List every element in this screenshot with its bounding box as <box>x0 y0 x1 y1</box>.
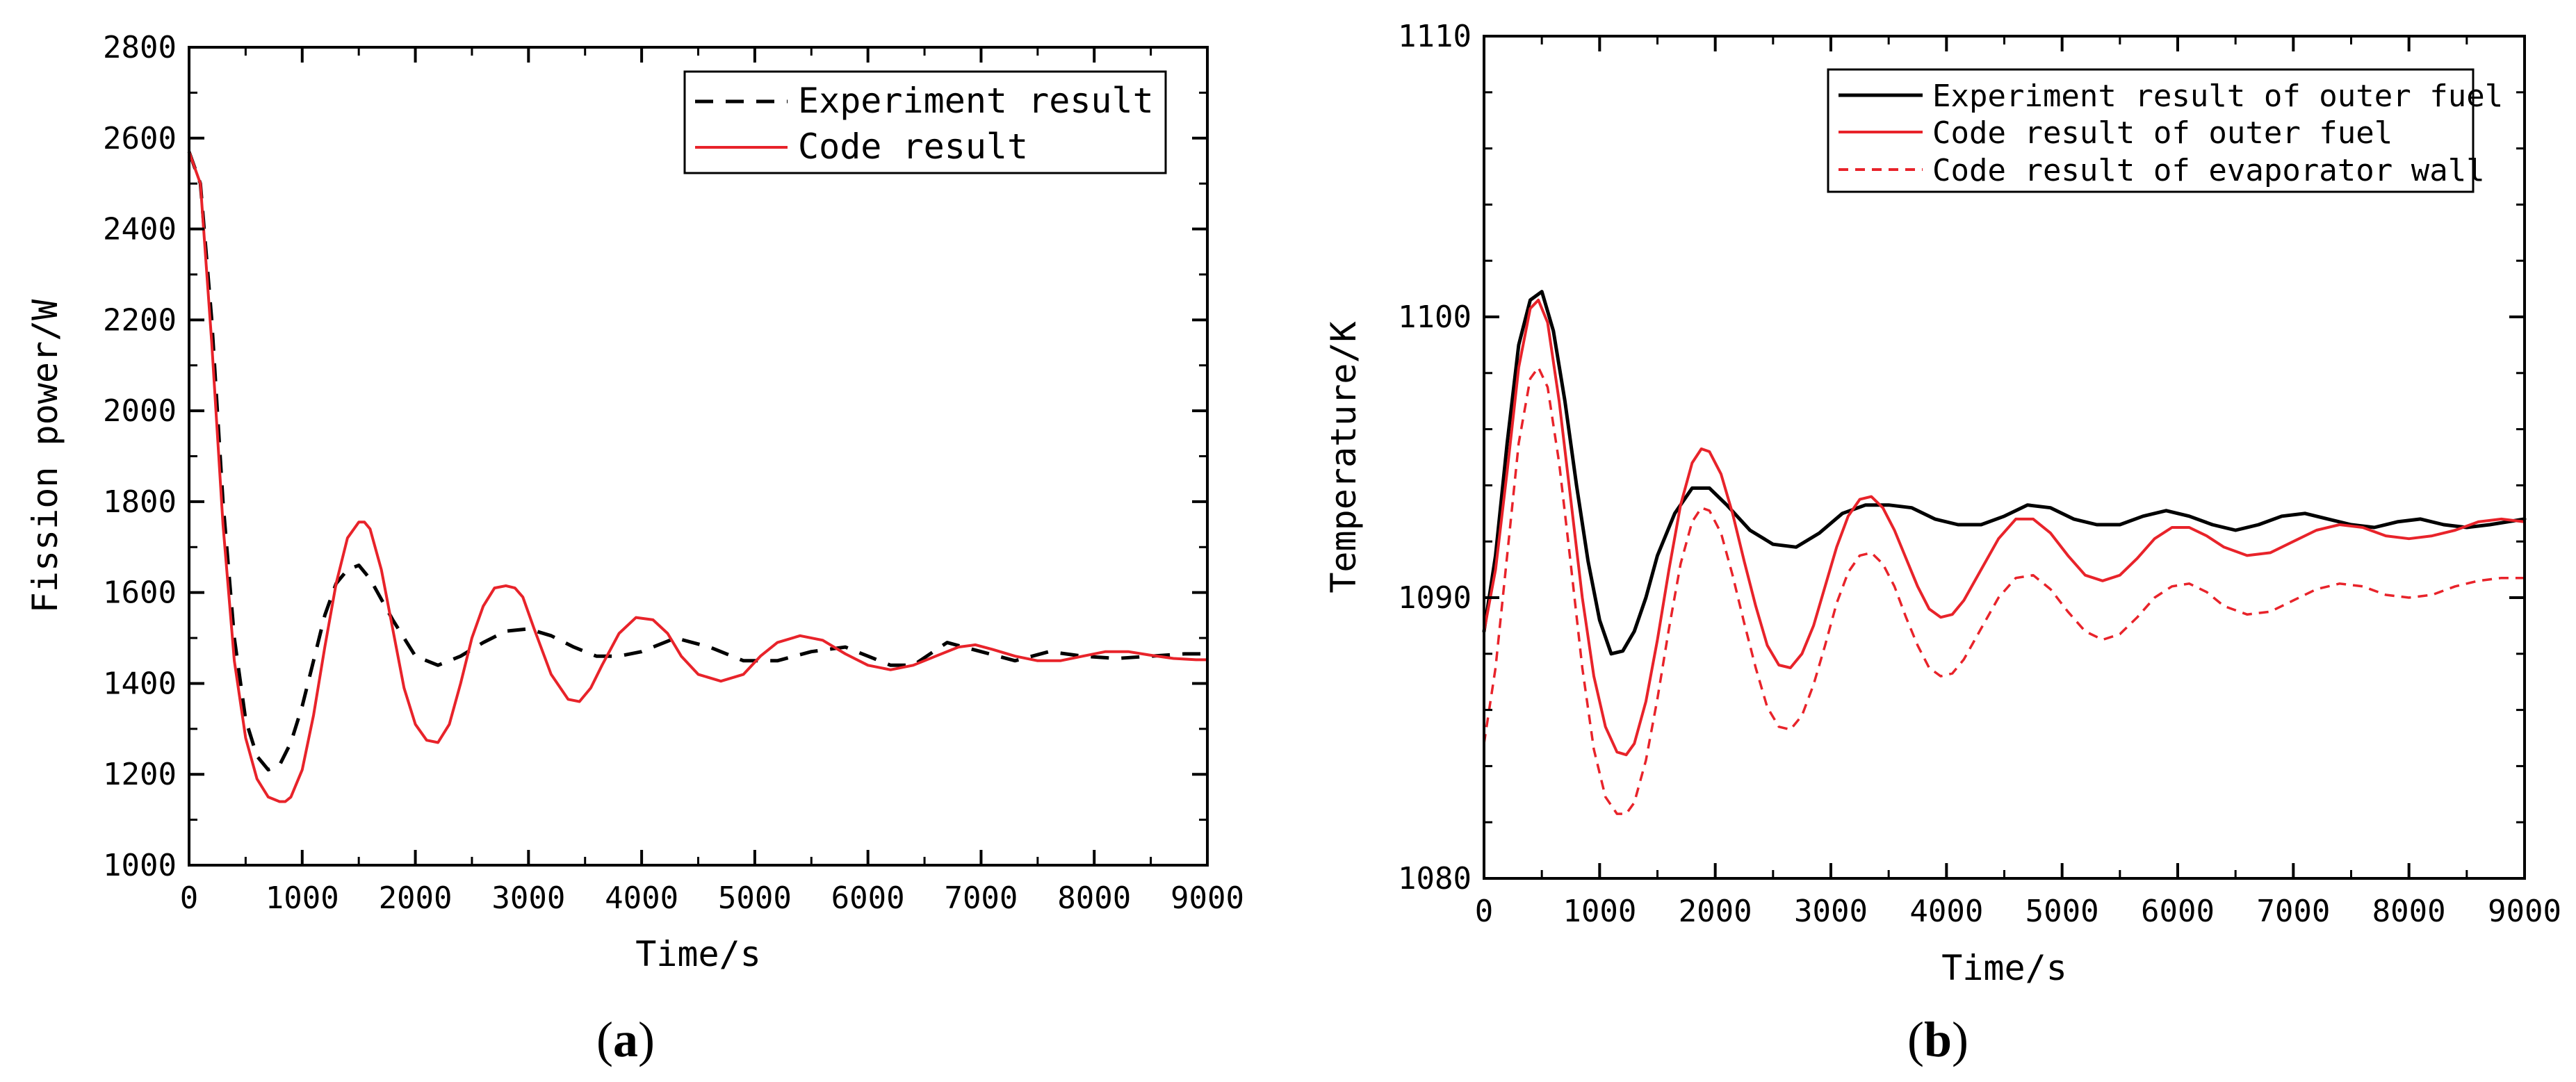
panel-label-a-letter: a <box>613 1012 638 1067</box>
x-tick-label-b: 7000 <box>2256 894 2330 929</box>
y-tick-label-b: 1080 <box>1398 861 1472 896</box>
panel-label-b-letter: b <box>1924 1012 1952 1067</box>
series-line-b-code-result-of-evaporator-wall <box>1483 366 2525 815</box>
y-axis-title-a: Fission power/W <box>25 299 65 613</box>
legend-label-code-evaporator-wall: Code result of evaporator wall <box>1932 153 2485 188</box>
x-tick-label-a: 7000 <box>944 880 1018 916</box>
y-tick-label-a: 2000 <box>103 393 177 429</box>
legend-a: Experiment result Code result <box>683 70 1167 174</box>
panel-label-a-close: ) <box>638 1012 655 1067</box>
legend-b: Experiment result of outer fuel Code res… <box>1827 68 2503 193</box>
x-tick-label-b: 0 <box>1475 894 1494 929</box>
x-tick-label-b: 4000 <box>1909 894 1983 929</box>
y-tick-label-a: 1400 <box>103 666 177 701</box>
x-tick-label-b: 9000 <box>2488 894 2561 929</box>
x-tick-label-a: 6000 <box>831 880 905 916</box>
y-tick-label-a: 1000 <box>103 848 177 883</box>
x-tick-label-b: 3000 <box>1794 894 1868 929</box>
x-axis-title-a: Time/s <box>635 934 761 974</box>
panel-b: 0 1000 2000 3000 4000 5000 6000 7000 8000 9000 108… <box>1323 19 2561 1067</box>
legend-box-b <box>1827 68 2475 193</box>
x-tick-label-a: 1000 <box>266 880 339 916</box>
x-tick-label-a: 4000 <box>605 880 678 916</box>
plot-area-a <box>187 150 1209 803</box>
panel-label-b: (b) <box>1907 1012 1968 1067</box>
y-tick-label-a: 2600 <box>103 121 177 156</box>
x-axis-title-b: Time/s <box>1941 948 2067 988</box>
legend-label-code-outer-fuel: Code result of outer fuel <box>1932 115 2392 151</box>
x-tick-label-a: 0 <box>180 880 199 916</box>
axis-ticks-b: 0 1000 2000 3000 4000 5000 6000 7000 8000 9000 108… <box>1398 19 2561 929</box>
y-tick-label-b: 1100 <box>1398 300 1472 335</box>
x-tick-label-a: 9000 <box>1171 880 1244 916</box>
y-axis-title-b: Temperature/K <box>1323 321 1364 593</box>
series-line-a-code-result <box>188 150 1209 803</box>
panel-a: 0 1000 2000 3000 4000 5000 6000 7000 8000 9000100… <box>25 30 1244 1067</box>
y-tick-label-a: 2400 <box>103 212 177 247</box>
y-tick-label-b: 1090 <box>1398 580 1472 616</box>
panel-label-a-open: ( <box>596 1012 613 1067</box>
x-tick-label-b: 6000 <box>2141 894 2215 929</box>
axis-ticks-a: 0 1000 2000 3000 4000 5000 6000 7000 8000 9000100… <box>103 30 1244 916</box>
legend-label-code-result: Code result <box>798 126 1028 167</box>
y-tick-label-a: 1800 <box>103 484 177 520</box>
x-tick-label-b: 8000 <box>2372 894 2446 929</box>
panel-label-b-close: ) <box>1952 1012 1968 1067</box>
legend-box-a <box>683 70 1167 174</box>
y-tick-label-a: 2200 <box>103 302 177 338</box>
plot-area-b <box>1482 290 2527 815</box>
y-tick-label-a: 1200 <box>103 757 177 792</box>
series-line-b-experiment-result-of-outer-fuel <box>1482 290 2527 656</box>
x-tick-label-a: 5000 <box>718 880 792 916</box>
x-tick-label-a: 2000 <box>379 880 453 916</box>
series-line-b-code-result-of-outer-fuel <box>1483 298 2526 757</box>
panel-label-a: (a) <box>596 1012 655 1067</box>
y-tick-label-a: 1600 <box>103 575 177 611</box>
x-tick-label-a: 8000 <box>1057 880 1131 916</box>
panel-label-b-open: ( <box>1907 1012 1924 1067</box>
legend-label-experiment-outer-fuel: Experiment result of outer fuel <box>1932 79 2503 114</box>
x-tick-label-b: 5000 <box>2025 894 2099 929</box>
x-tick-label-b: 1000 <box>1563 894 1636 929</box>
series-line-a-experiment-result <box>187 151 1207 772</box>
y-tick-label-a: 2800 <box>103 30 177 65</box>
y-tick-label-b: 1110 <box>1398 19 1472 54</box>
legend-label-experiment-result: Experiment result <box>798 81 1154 121</box>
x-tick-label-a: 3000 <box>491 880 565 916</box>
x-tick-label-b: 2000 <box>1679 894 1752 929</box>
